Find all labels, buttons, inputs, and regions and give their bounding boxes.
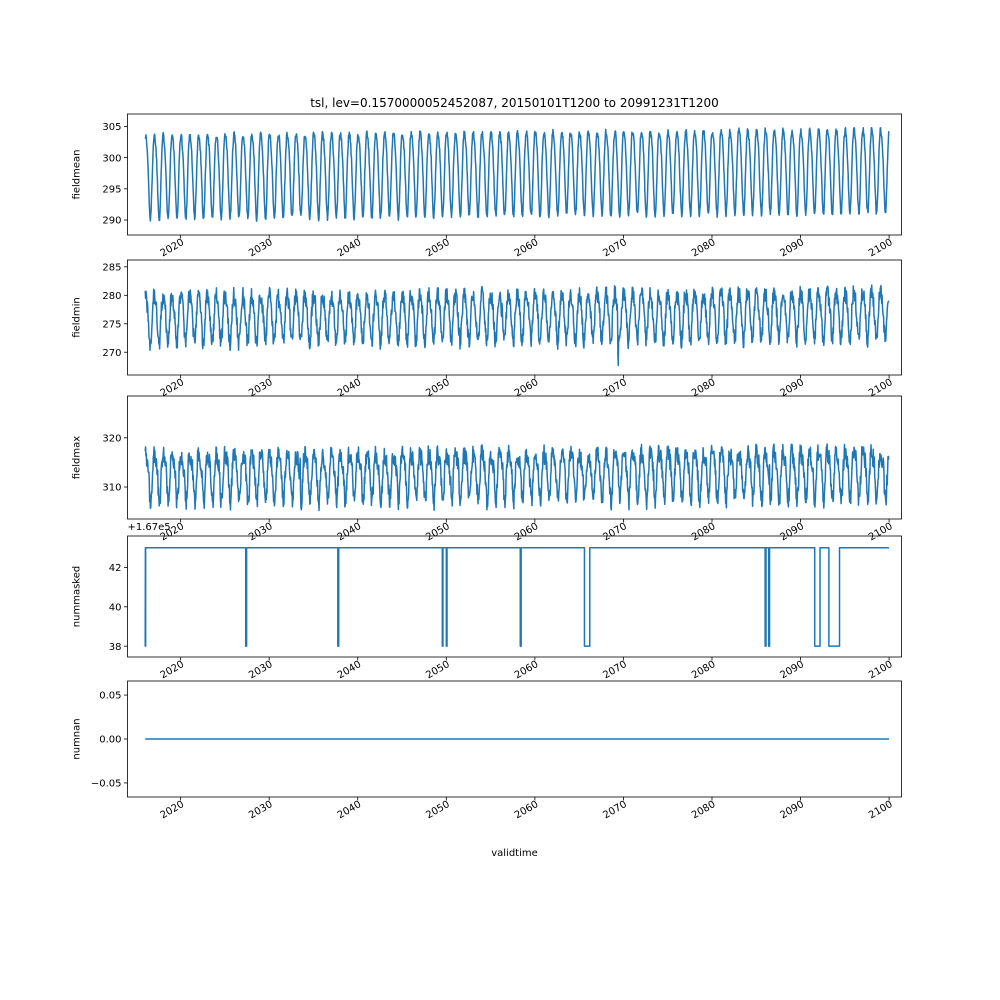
ylabel-fieldmin: fieldmin [72,297,83,337]
xtick-label-fieldmax: 2050 [424,521,452,543]
xtick-label-fieldmax: 2060 [513,521,541,543]
xtick-label-fieldmax: 2030 [247,521,275,543]
ytick-label-numnan: −0.05 [91,779,122,790]
yaxis-offset-nummasked: +1.67e5 [128,522,171,533]
xtick-label-fieldmax: 2080 [690,521,718,543]
xtick-label-fieldmean: 2020 [159,237,187,259]
data-line-nummasked [144,547,890,647]
xtick-label-numnan: 2100 [867,799,895,821]
ytick-label-fieldmean: 300 [102,153,121,164]
ytick-label-fieldmin: 285 [102,262,121,273]
ytick-label-nummasked: 42 [109,563,122,574]
xtick-label-numnan: 2060 [513,799,541,821]
ytick-label-numnan: 0.05 [99,691,121,702]
xtick-label-numnan: 2080 [690,799,718,821]
xtick-label-nummasked: 2100 [867,659,895,681]
xtick-label-nummasked: 2090 [779,659,807,681]
xtick-label-fieldmean: 2050 [424,237,452,259]
axes-frame-nummasked [127,535,902,658]
xtick-label-nummasked: 2060 [513,659,541,681]
xtick-label-nummasked: 2050 [424,659,452,681]
ytick-label-fieldmean: 290 [102,216,121,227]
xtick-label-nummasked: 2020 [159,659,187,681]
xtick-label-numnan: 2050 [424,799,452,821]
xtick-label-numnan: 2030 [247,799,275,821]
xtick-label-fieldmax: 2040 [336,521,364,543]
xtick-label-nummasked: 2030 [247,659,275,681]
ytick-label-nummasked: 38 [109,642,122,653]
subplot-numnan: −0.05 0.00 0.05 2020 2030 2040 2050 2060 2070 208… [72,680,902,821]
xtick-label-fieldmean: 2080 [690,237,718,259]
xtick-label-numnan: 2090 [779,799,807,821]
xtick-label-fieldmean: 2090 [779,237,807,259]
xtick-label-nummasked: 2070 [601,659,629,681]
axes-frame-fieldmean [127,113,902,236]
figure-title: tsl, lev=0.1570000052452087, 20150101T12… [310,96,719,110]
subplot-fieldmean: 290 295 300 305 2020 2030 2040 2050 2060 2070 2080… [72,113,902,259]
ylabel-nummasked: nummasked [72,566,83,627]
xtick-label-numnan: 2070 [601,799,629,821]
data-line-fieldmin [144,284,890,367]
ytick-label-fieldmean: 305 [102,122,121,133]
data-line-fieldmean [144,126,890,222]
ylabel-fieldmean: fieldmean [72,150,83,200]
ylabel-fieldmax: fieldmax [72,436,83,479]
data-line-fieldmax [144,443,890,512]
xtick-label-nummasked: 2040 [336,659,364,681]
ytick-label-fieldmean: 295 [102,184,121,195]
ylabel-numnan: numnan [72,718,83,759]
ytick-label-fieldmin: 275 [102,319,121,330]
xaxis-label: validtime [491,848,538,859]
ytick-label-nummasked: 40 [109,602,122,613]
xtick-label-fieldmean: 2040 [336,237,364,259]
axes-frame-fieldmin [127,259,902,376]
ytick-label-fieldmax: 320 [102,433,121,444]
xtick-label-numnan: 2040 [336,799,364,821]
axes-frame-fieldmax [127,395,902,520]
ytick-label-numnan: 0.00 [99,735,121,746]
xtick-label-numnan: 2020 [159,799,187,821]
xtick-label-nummasked: 2080 [690,659,718,681]
ytick-label-fieldmin: 280 [102,291,121,302]
xtick-label-fieldmax: 2070 [601,521,629,543]
xtick-label-fieldmean: 2060 [513,237,541,259]
xtick-label-fieldmean: 2100 [867,237,895,259]
ytick-label-fieldmin: 270 [102,348,121,359]
xtick-label-fieldmax: 2100 [867,521,895,543]
subplot-nummasked: 38 40 42 2020 2030 2040 2050 2060 2070 2080 2090 21… [72,522,902,681]
xtick-label-fieldmax: 2090 [779,521,807,543]
xtick-label-fieldmean: 2030 [247,237,275,259]
xtick-label-fieldmean: 2070 [601,237,629,259]
ytick-label-fieldmax: 310 [102,483,121,494]
